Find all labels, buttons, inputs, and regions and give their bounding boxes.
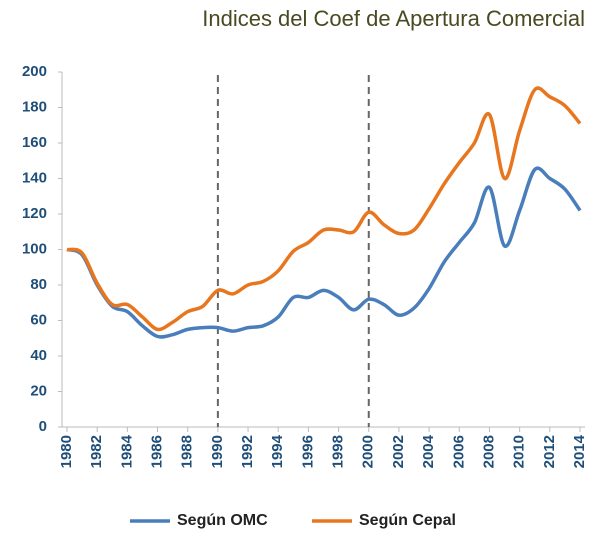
legend-label: Según Cepal <box>359 512 456 529</box>
y-tick-label: 120 <box>22 205 47 222</box>
x-tick-label: 2004 <box>420 434 437 468</box>
x-tick-label: 2012 <box>541 435 558 468</box>
chart-title: Indices del Coef de Apertura Comercial <box>202 6 585 31</box>
x-tick-label: 2014 <box>571 434 588 468</box>
y-tick-label: 80 <box>30 276 47 293</box>
x-tick-label: 2008 <box>480 435 497 468</box>
x-tick-label: 1980 <box>58 435 75 468</box>
y-tick-label: 20 <box>30 382 47 399</box>
x-tick-label: 2000 <box>360 435 377 468</box>
series-line <box>66 166 582 339</box>
x-tick-label: 1992 <box>239 435 256 468</box>
x-tick-label: 1994 <box>269 434 286 468</box>
x-tick-label: 1990 <box>209 435 226 468</box>
x-tick-label: 2006 <box>450 435 467 468</box>
y-tick-label: 40 <box>30 347 47 364</box>
y-tick-label: 200 <box>22 63 47 80</box>
x-tick-label: 1998 <box>330 435 347 468</box>
x-tick-label: 1996 <box>299 435 316 468</box>
x-tick-label: 1982 <box>88 435 105 468</box>
y-tick-label: 60 <box>30 311 47 328</box>
x-tick-label: 2010 <box>511 435 528 468</box>
x-tick-label: 1984 <box>118 434 135 468</box>
legend-label: Según OMC <box>177 512 268 529</box>
y-tick-label: 0 <box>39 418 47 435</box>
y-tick-label: 180 <box>22 98 47 115</box>
y-tick-label: 100 <box>22 240 47 257</box>
series-line <box>66 86 582 332</box>
y-tick-label: 140 <box>22 169 47 186</box>
x-tick-label: 2002 <box>390 435 407 468</box>
x-tick-label: 1986 <box>148 435 165 468</box>
x-tick-label: 1988 <box>179 435 196 468</box>
y-tick-label: 160 <box>22 134 47 151</box>
